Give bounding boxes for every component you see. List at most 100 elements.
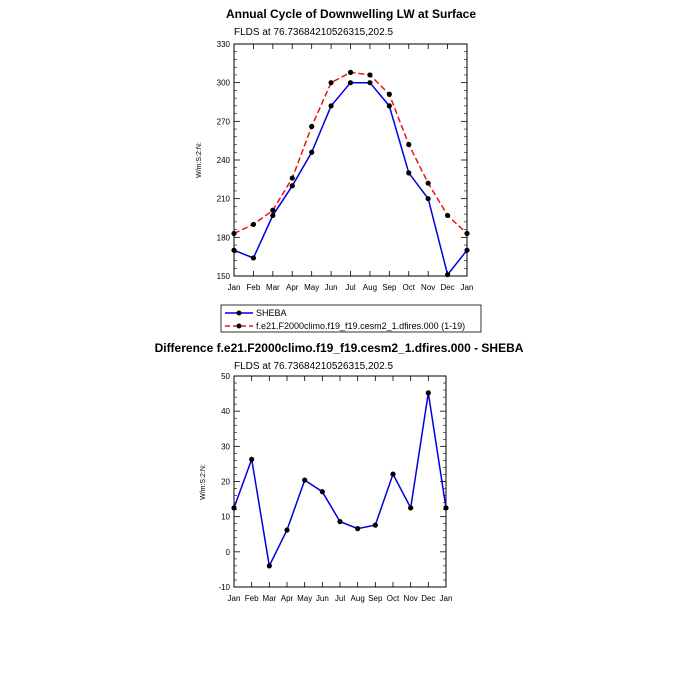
chart1-ytick-label: 210 (217, 195, 231, 204)
chart1-xtick-label: Aug (363, 283, 377, 292)
chart1-series-0-point (347, 80, 354, 86)
chart2-xtick-label: Sep (368, 594, 383, 603)
chart1-series-1-point (444, 212, 451, 219)
chart1-series-1-point (347, 69, 354, 75)
chart2-plot-area: Jan Feb Mar Apr May Jun Jul Aug Sep Oct Nov Dec Jan -… (218, 372, 452, 603)
chart1-xtick-label: Mar (266, 283, 280, 292)
chart-annual-cycle: Annual Cycle of Downwelling LW at Surfac… (196, 7, 482, 333)
chart1-series-0-point (328, 103, 334, 109)
chart2-series-0-point (372, 522, 378, 528)
chart2-xtick-label: Jan (440, 594, 453, 603)
chart1-xtick-label: Nov (421, 283, 435, 292)
chart2-xtick-label: Jul (335, 594, 345, 603)
chart2-series-0-point (425, 390, 431, 396)
legend-label-sheba: SHEBA (256, 308, 287, 318)
chart1-series-1-point (464, 230, 470, 237)
chart1-legend: SHEBA f.e21.F2000climo.f19_f19.cesm2_1.d… (220, 304, 482, 333)
chart1-series-0-point (367, 80, 373, 86)
chart-difference: Difference f.e21.F2000climo.f19_f19.cesm… (155, 341, 524, 603)
chart2-series-0-point (302, 477, 308, 483)
chart2-series-0-point (337, 518, 343, 525)
chart2-ytick-label: 50 (221, 372, 230, 381)
chart1-xtick-label: Dec (440, 283, 454, 292)
chart2-xtick-label: Nov (404, 594, 418, 603)
chart2-ylabel: W/m:S:2:N: (200, 464, 207, 500)
chart1-series-line-0 (233, 81, 468, 277)
chart2-xtick-label: Dec (421, 594, 435, 603)
chart1-plot-area: Jan Feb Mar Apr May Jun Jul Aug Sep Oct Nov Dec Jan 1… (217, 40, 474, 292)
chart1-xtick-label: Oct (403, 283, 416, 292)
chart1-title: Annual Cycle of Downwelling LW at Surfac… (226, 7, 476, 21)
chart2-xtick-label: Feb (245, 594, 259, 603)
chart1-subtitle: FLDS at 76.73684210526315,202.5 (234, 27, 393, 38)
chart2-series-0-point (355, 526, 361, 532)
chart1-xtick-label: Apr (286, 283, 299, 292)
chart1-series-line-1 (233, 71, 468, 235)
chart2-series-0-point (319, 489, 325, 495)
chart1-ytick-label: 150 (217, 272, 231, 281)
chart1-series-1-point (406, 141, 412, 148)
chart2-xtick-label: May (297, 594, 312, 603)
chart2-ytick-label: 10 (221, 513, 230, 522)
chart1-series-1-point (289, 175, 295, 181)
chart1-series-1-point (386, 91, 392, 97)
chart1-series-0-point (464, 247, 470, 253)
chart1-xtick-label: Jun (325, 283, 338, 292)
chart2-xtick-label: Jun (316, 594, 329, 603)
chart1-series-0-point (289, 183, 295, 189)
chart1-series-1-point (231, 230, 237, 237)
chart1-series-1-point (328, 80, 334, 86)
legend-marker-model (236, 323, 242, 329)
chart1-series-0-point (309, 149, 315, 155)
legend-marker-sheba (236, 310, 242, 316)
chart1-series-0-point (444, 272, 451, 278)
chart1-series-0-point (406, 170, 412, 176)
chart2-ytick-label: -10 (218, 583, 230, 592)
chart1-ytick-label: 330 (217, 40, 231, 49)
chart2-series-0-point (249, 456, 255, 462)
chart2-series-line-0 (233, 392, 447, 569)
legend-box (220, 304, 482, 333)
legend-label-model: f.e21.F2000climo.f19_f19.cesm2_1.dfires.… (256, 321, 465, 331)
chart1-xtick-label: Feb (247, 283, 261, 292)
chart2-xtick-label: Apr (281, 594, 294, 603)
chart1-series-1-point (425, 180, 431, 186)
chart1-series-0-point (250, 255, 257, 261)
chart2-ytick-label: 20 (221, 478, 230, 487)
chart2-ytick-label: 0 (226, 548, 231, 557)
chart2-xtick-label: Jan (228, 594, 241, 603)
chart2-series-0-point (408, 505, 414, 511)
chart2-series-0-point (284, 527, 290, 533)
chart1-series-0-point (386, 103, 392, 109)
chart1-series-0-point (231, 247, 237, 253)
chart1-xtick-label: Jan (228, 283, 241, 292)
chart2-series-0-point (443, 505, 449, 511)
chart1-xtick-label: Jul (345, 283, 355, 292)
chart2-series-0-point (266, 563, 272, 569)
chart2-xtick-label: Mar (262, 594, 276, 603)
chart2-xtick-label: Aug (351, 594, 365, 603)
chart1-series-1-point (270, 207, 276, 213)
chart1-ytick-label: 270 (217, 117, 231, 126)
chart1-ylabel: W/m:S:2:N: (196, 142, 203, 178)
chart1-ytick-label: 300 (217, 79, 231, 88)
chart2-series-0-point (231, 505, 237, 511)
chart2-ytick-label: 30 (221, 442, 230, 451)
chart2-subtitle: FLDS at 76.73684210526315,202.5 (234, 361, 393, 372)
chart1-ytick-label: 240 (217, 156, 231, 165)
chart1-series-0-point (270, 212, 276, 219)
chart1-frame (233, 43, 468, 277)
chart1-series-1-point (250, 221, 257, 228)
chart1-series-0-point (425, 196, 431, 202)
chart1-ytick-label: 180 (217, 233, 231, 242)
chart2-xtick-label: Oct (387, 594, 400, 603)
chart1-series-1-point (309, 123, 315, 130)
chart1-xtick-label: Jan (461, 283, 474, 292)
chart1-xtick-label: May (304, 283, 319, 292)
chart2-series-0-point (390, 471, 396, 477)
chart1-series-1-point (367, 72, 373, 78)
chart2-ytick-label: 40 (221, 407, 230, 416)
chart1-xtick-label: Sep (382, 283, 397, 292)
chart2-title: Difference f.e21.F2000climo.f19_f19.cesm… (155, 341, 524, 355)
